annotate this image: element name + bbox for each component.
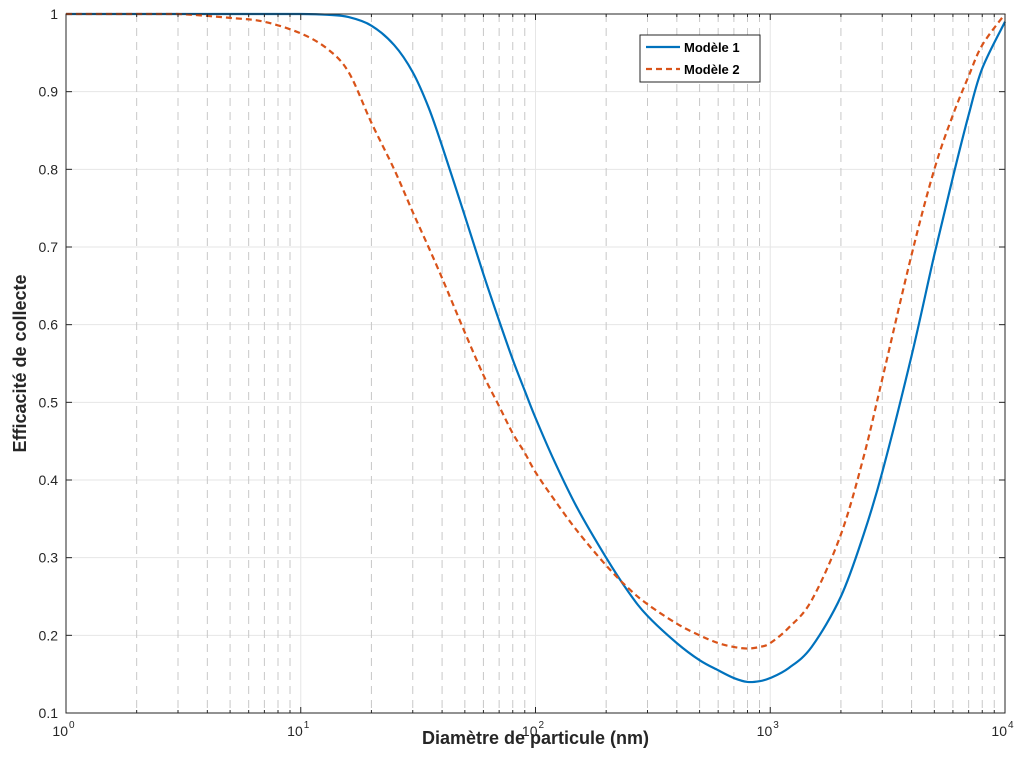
x-tick-label: 10 4 <box>991 720 1014 739</box>
x-tick-label-base: 10 <box>991 723 1007 739</box>
y-tick-label: 0.5 <box>39 394 59 410</box>
series-layer <box>66 12 1006 684</box>
y-tick-label: 1 <box>50 6 58 22</box>
x-tick-label: 10 1 <box>287 720 310 739</box>
y-tick-label: 0.1 <box>39 705 59 721</box>
y-tick-label: 0.7 <box>39 239 59 255</box>
legend: Modèle 1 Modèle 2 <box>639 34 761 83</box>
y-tick-label: 0.9 <box>39 84 59 100</box>
legend-label-1: Modèle 1 <box>684 40 740 55</box>
x-tick-label: 10 0 <box>52 720 75 739</box>
y-tick-label: 0.6 <box>39 317 59 333</box>
legend-label-2: Modèle 2 <box>684 62 740 77</box>
y-tick-label: 0.8 <box>39 161 59 177</box>
series-line-1 <box>66 12 1006 684</box>
x-tick-label-exponent: 3 <box>773 720 779 731</box>
y-tick-label: 0.2 <box>39 627 59 643</box>
x-tick-label: 10 2 <box>522 720 545 739</box>
y-tick-label: 0.4 <box>39 472 59 488</box>
x-tick-label-exponent: 0 <box>69 720 75 731</box>
x-tick-label-exponent: 4 <box>1008 720 1014 731</box>
x-tick-label-base: 10 <box>757 723 773 739</box>
ticks <box>65 13 1006 714</box>
x-tick-label-exponent: 1 <box>304 720 310 731</box>
grid <box>66 14 1005 713</box>
legend-box <box>639 34 761 83</box>
x-tick-label: 10 3 <box>757 720 780 739</box>
y-axis-label: Efficacité de collecte <box>10 274 30 452</box>
x-axis-label: Diamètre de particule (nm) <box>422 728 649 748</box>
y-tick-label: 0.3 <box>39 550 59 566</box>
x-tick-label-exponent: 2 <box>539 720 545 731</box>
x-tick-label-base: 10 <box>287 723 303 739</box>
x-tick-label-base: 10 <box>52 723 68 739</box>
x-tick-label-base: 10 <box>522 723 538 739</box>
series-line-2 <box>66 12 1006 650</box>
